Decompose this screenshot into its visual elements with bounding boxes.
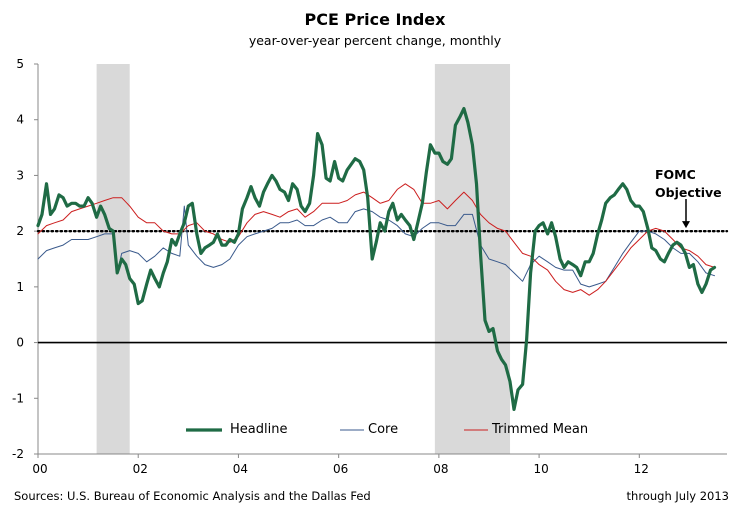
series-line-trimmed-mean <box>37 183 715 296</box>
source-note: Sources: U.S. Bureau of Economic Analysi… <box>14 489 371 503</box>
legend-label-trimmed-mean: Trimmed Mean <box>492 422 589 437</box>
series-lines <box>36 107 717 411</box>
fomc-label-line2: Objective <box>655 185 722 200</box>
x-tick-label-06: 06 <box>333 462 348 476</box>
x-tick-label-12: 12 <box>634 462 649 476</box>
y-tick-label--2: -2 <box>12 447 24 461</box>
fomc-arrow-head <box>682 221 690 229</box>
chart-subtitle: year-over-year percent change, monthly <box>248 33 502 48</box>
y-tick-label-0: 0 <box>16 336 24 350</box>
annotation-arrow <box>682 199 690 229</box>
legend-label-headline: Headline <box>230 422 288 437</box>
recession-band-0 <box>96 64 130 454</box>
chart-title: PCE Price Index <box>304 10 446 29</box>
fomc-label-line1: FOMC <box>655 167 696 182</box>
y-tick-label-4: 4 <box>16 113 24 127</box>
x-tick-label-04: 04 <box>233 462 248 476</box>
x-tick-label-02: 02 <box>133 462 148 476</box>
x-tick-label-08: 08 <box>433 462 448 476</box>
y-tick-label-2: 2 <box>16 224 24 238</box>
fomc-objective-label: FOMC Objective <box>655 166 722 202</box>
y-tick-label-1: 1 <box>16 280 24 294</box>
y-tick-label-3: 3 <box>16 168 24 182</box>
recession-shading <box>96 64 511 454</box>
legend-label-core: Core <box>368 422 399 437</box>
through-note: through July 2013 <box>626 489 729 503</box>
x-tick-label-10: 10 <box>533 462 548 476</box>
series-line-headline <box>36 107 717 411</box>
x-tick-label-00: 00 <box>32 462 47 476</box>
recession-band-1 <box>434 64 511 454</box>
y-tick-label--1: -1 <box>12 391 24 405</box>
y-tick-label-5: 5 <box>16 57 24 71</box>
